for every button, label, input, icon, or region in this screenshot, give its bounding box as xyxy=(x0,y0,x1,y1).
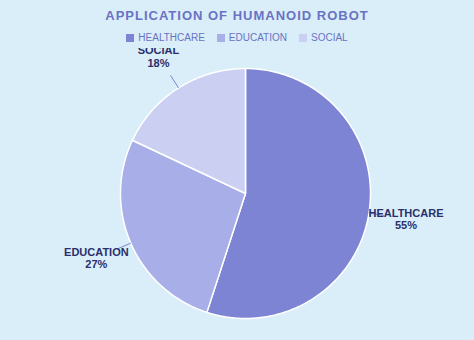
svg-text:EDUCATION27%: EDUCATION27% xyxy=(64,246,129,271)
html-text:HEALTHCARE: HEALTHCARE xyxy=(138,32,205,43)
html-text:EDUCATION: EDUCATION xyxy=(228,32,287,43)
html-text:SOCIAL: SOCIAL xyxy=(311,32,348,43)
svg-text:SOCIAL18%: SOCIAL18% xyxy=(138,48,180,69)
html-text:APPLICATION OF HUMANOID ROBOT: APPLICATION OF HUMANOID ROBOT xyxy=(105,8,369,23)
svg-text:HEALTHCARE55%: HEALTHCARE55% xyxy=(369,207,444,232)
